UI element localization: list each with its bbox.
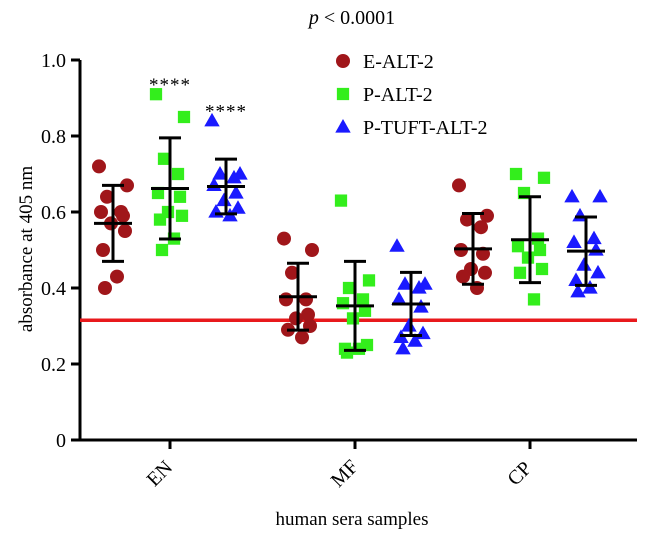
data-point-p-tuft-alt-2 [395, 340, 411, 355]
data-point-p-alt-2 [155, 243, 169, 257]
data-point-p-alt-2 [149, 88, 163, 101]
data-point-p-alt-2 [513, 266, 527, 279]
data-point-p-alt-2 [171, 167, 185, 181]
data-point-p-tuft-alt-2 [228, 185, 244, 199]
y-tick-label: 1.0 [41, 50, 66, 72]
chart-title-p: p [307, 7, 319, 29]
data-point-p-tuft-alt-2 [397, 276, 413, 290]
data-point-e-alt-2 [474, 220, 488, 235]
data-point-p-tuft-alt-2 [391, 291, 407, 305]
chart-title: p < 0.0001 [307, 7, 395, 29]
data-point-e-alt-2 [100, 189, 114, 204]
data-point-e-alt-2 [96, 243, 110, 257]
legend-marker-e-alt-2 [336, 54, 350, 68]
legend-label-e-alt-2: E-ALT-2 [363, 51, 434, 73]
data-point-e-alt-2 [92, 159, 106, 174]
data-point-p-tuft-alt-2 [576, 257, 592, 271]
x-axis-title: human sera samples [275, 509, 428, 530]
data-point-p-tuft-alt-2 [590, 264, 606, 279]
data-point-p-tuft-alt-2 [204, 112, 220, 127]
data-point-p-alt-2 [340, 346, 354, 359]
data-point-p-tuft-alt-2 [401, 318, 417, 332]
data-point-p-tuft-alt-2 [564, 188, 580, 203]
x-tick-label-cp: CP [503, 457, 536, 490]
data-point-e-alt-2 [299, 292, 313, 307]
data-point-p-alt-2 [533, 243, 547, 257]
data-point-e-alt-2 [277, 231, 291, 246]
data-point-e-alt-2 [295, 330, 309, 345]
data-point-e-alt-2 [285, 265, 299, 280]
data-point-p-tuft-alt-2 [413, 299, 429, 313]
plot-area: 0 0.2 0.4 0.6 0.8 1.0 EN MF CP **** **** E-ALT-2 P-A… [41, 50, 637, 492]
data-point-p-tuft-alt-2 [230, 200, 246, 214]
data-point-p-alt-2 [334, 194, 348, 207]
data-point-e-alt-2 [279, 292, 293, 307]
data-point-p-tuft-alt-2 [415, 325, 431, 340]
x-tick-label-mf: MF [327, 456, 363, 492]
data-point-p-tuft-alt-2 [216, 192, 232, 207]
data-point-p-alt-2 [153, 213, 167, 226]
data-point-e-alt-2 [110, 269, 124, 284]
data-point-p-tuft-alt-2 [212, 166, 228, 180]
y-tick-label: 0.2 [41, 354, 66, 376]
data-point-p-alt-2 [362, 274, 376, 287]
data-point-p-alt-2 [521, 251, 535, 264]
y-tick-label: 0.6 [41, 202, 66, 224]
data-point-e-alt-2 [98, 281, 112, 295]
data-point-p-alt-2 [342, 281, 356, 295]
data-point-p-tuft-alt-2 [226, 169, 242, 184]
chart-title-rest: < 0.0001 [319, 7, 395, 29]
data-point-p-tuft-alt-2 [566, 234, 582, 248]
data-point-p-alt-2 [173, 190, 187, 203]
data-point-e-alt-2 [118, 224, 132, 238]
data-point-e-alt-2 [452, 178, 466, 193]
data-point-e-alt-2 [301, 307, 315, 322]
data-point-p-alt-2 [535, 262, 549, 276]
x-tick-label-en: EN [143, 457, 177, 491]
data-point-e-alt-2 [456, 269, 470, 284]
data-point-p-alt-2 [356, 293, 370, 306]
data-point-p-alt-2 [509, 167, 523, 181]
y-axis-title: absorbance at 405 nm [16, 166, 37, 332]
data-point-p-tuft-alt-2 [411, 280, 427, 294]
data-point-p-alt-2 [358, 304, 372, 317]
data-point-p-alt-2 [177, 110, 191, 124]
data-point-p-alt-2 [175, 209, 189, 222]
data-point-e-alt-2 [478, 265, 492, 280]
data-point-p-alt-2 [336, 297, 350, 310]
significance-label: **** [149, 75, 191, 96]
data-point-p-alt-2 [346, 312, 360, 325]
legend-marker-p-tuft-alt-2 [335, 119, 351, 133]
data-point-p-tuft-alt-2 [570, 283, 586, 298]
data-point-p-tuft-alt-2 [592, 188, 608, 203]
data-point-e-alt-2 [460, 212, 474, 227]
legend-label-p-tuft-alt-2: P-TUFT-ALT-2 [363, 117, 487, 139]
legend-label-p-alt-2: P-ALT-2 [363, 84, 433, 106]
legend-marker-p-alt-2 [336, 87, 350, 101]
data-point-p-tuft-alt-2 [586, 230, 602, 245]
y-tick-label: 0 [56, 430, 66, 452]
significance-label: **** [205, 102, 247, 123]
data-point-p-alt-2 [157, 152, 171, 165]
data-point-p-tuft-alt-2 [568, 272, 584, 286]
y-tick-label: 0.8 [41, 126, 66, 148]
data-point-e-alt-2 [305, 243, 319, 257]
data-point-p-tuft-alt-2 [389, 238, 405, 252]
data-point-p-alt-2 [537, 171, 551, 184]
data-point-e-alt-2 [116, 208, 130, 223]
data-point-e-alt-2 [289, 311, 303, 326]
data-point-e-alt-2 [94, 205, 108, 219]
data-point-e-alt-2 [120, 178, 134, 193]
data-point-p-alt-2 [511, 240, 525, 253]
y-tick-label: 0.4 [41, 278, 66, 300]
data-point-p-alt-2 [527, 293, 541, 306]
data-point-p-tuft-alt-2 [407, 333, 423, 347]
